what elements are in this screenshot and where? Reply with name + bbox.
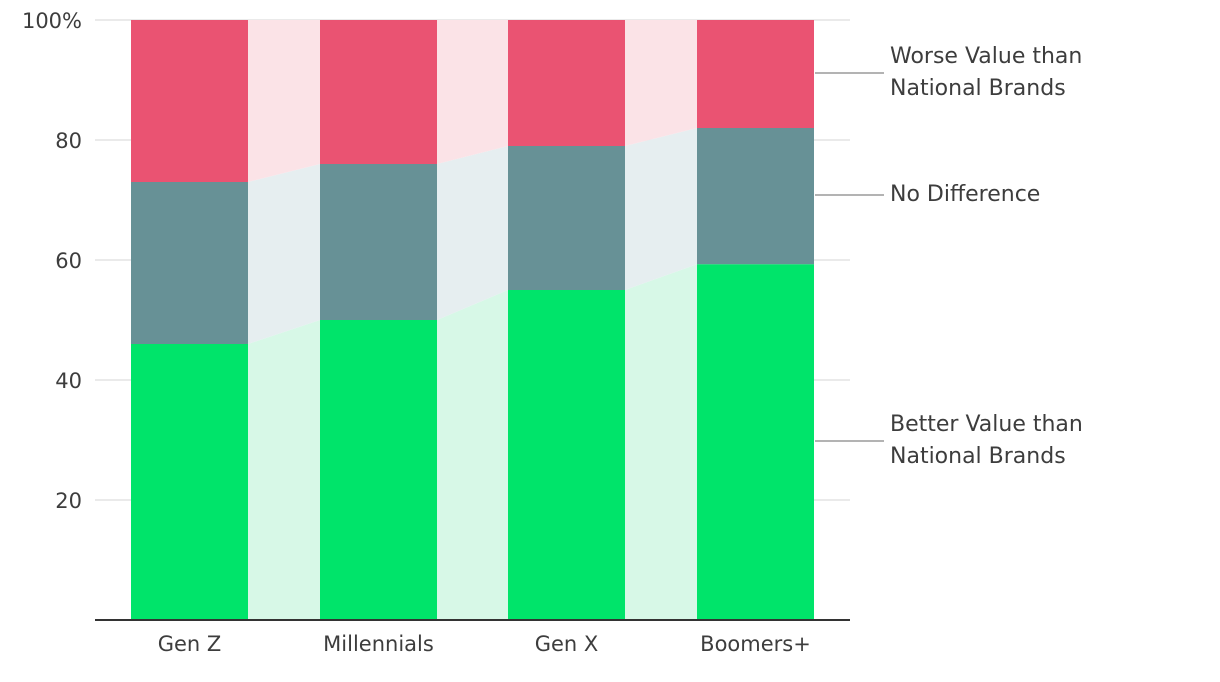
y-tick-label: 100% [22, 9, 82, 33]
legend-label-better-line2: National Brands [890, 444, 1066, 469]
bar-segment [508, 20, 625, 146]
y-tick-label: 20 [55, 489, 82, 513]
y-tick-label: 80 [55, 129, 82, 153]
legend-label-worse-line1: Worse Value than [890, 44, 1082, 69]
bar-segment [131, 344, 248, 620]
bar-segment [697, 128, 814, 265]
legend: Worse Value than National Brands No Diff… [815, 44, 1083, 469]
connector-band [625, 20, 697, 146]
legend-label-no-difference: No Difference [890, 182, 1040, 207]
x-tick-label: Boomers+ [700, 632, 811, 656]
bar-segment [697, 264, 814, 620]
bar-segment [320, 164, 437, 320]
x-tick-label: Millennials [323, 632, 434, 656]
y-tick-label: 60 [55, 249, 82, 273]
connector-bands [248, 20, 697, 620]
connector-band [625, 264, 697, 620]
y-tick-labels: 20 40 60 80 100% [22, 9, 82, 513]
bar-segment [508, 290, 625, 620]
bar-segment [320, 320, 437, 620]
bar-segment [131, 182, 248, 344]
x-tick-label: Gen X [535, 632, 599, 656]
connector-band [248, 320, 320, 620]
bars [131, 20, 814, 620]
connector-band [248, 164, 320, 344]
x-tick-labels: Gen Z Millennials Gen X Boomers+ [158, 632, 811, 656]
bar-segment [697, 20, 814, 128]
bar-segment [320, 20, 437, 164]
legend-label-worse-line2: National Brands [890, 76, 1066, 101]
bar-segment [131, 20, 248, 182]
x-tick-label: Gen Z [158, 632, 222, 656]
connector-band [437, 290, 508, 620]
connector-band [437, 146, 508, 320]
bar-segment [508, 146, 625, 290]
legend-label-better-line1: Better Value than [890, 412, 1083, 437]
connector-band [437, 20, 508, 164]
connector-band [625, 128, 697, 290]
y-tick-label: 40 [55, 369, 82, 393]
connector-band [248, 20, 320, 182]
